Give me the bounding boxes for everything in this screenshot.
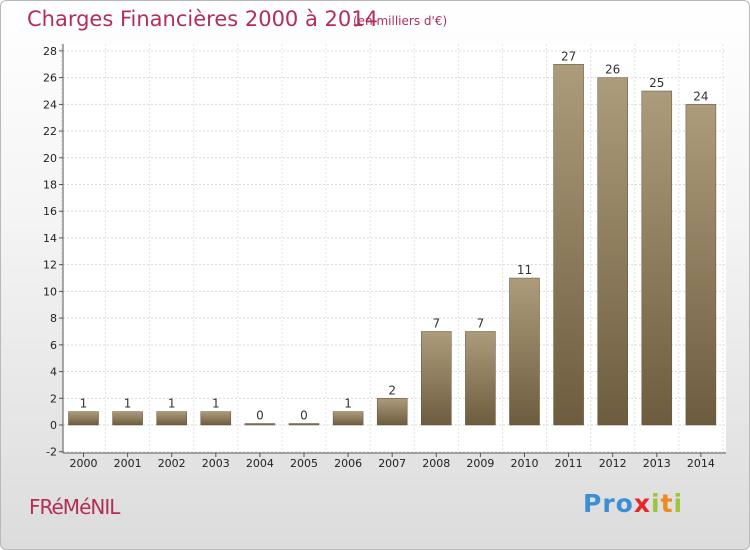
bars — [68, 64, 717, 426]
bar-2005 — [288, 423, 320, 426]
y-tick-label: 22 — [43, 125, 57, 138]
y-tick-label: 2 — [50, 392, 57, 405]
data-label-2005: 0 — [300, 409, 308, 423]
bar-2013 — [641, 90, 673, 426]
bar-2002 — [156, 411, 187, 426]
bar-2014 — [685, 104, 717, 426]
data-label-2000: 1 — [80, 397, 88, 411]
y-tick-label: 24 — [43, 98, 57, 111]
data-label-2009: 7 — [477, 316, 485, 330]
y-tick-label: 20 — [43, 152, 57, 165]
logo-letter: i — [673, 489, 684, 518]
bar-2008 — [421, 331, 452, 426]
bar-2009 — [465, 331, 496, 426]
data-label-2002: 1 — [168, 397, 176, 411]
x-tick-label-2007: 2007 — [378, 457, 406, 470]
x-tick-label-2006: 2006 — [334, 457, 362, 470]
y-tick-label: 12 — [43, 259, 57, 272]
x-tick-label-2014: 2014 — [687, 457, 715, 470]
y-tick-label: 10 — [43, 285, 57, 298]
data-label-2012: 26 — [605, 63, 620, 77]
logo-letter: P — [583, 489, 603, 518]
data-label-2001: 1 — [124, 397, 132, 411]
bar-2000 — [68, 411, 99, 426]
y-tick-label: 0 — [50, 419, 57, 432]
bar-2007 — [376, 398, 408, 426]
logo-letter: t — [660, 489, 674, 518]
chart-subtitle: (en milliers d'€) — [353, 14, 448, 28]
bar-2012 — [597, 77, 628, 426]
bar-2011 — [553, 64, 584, 426]
x-tick-label-2008: 2008 — [422, 457, 450, 470]
x-tick-label-2012: 2012 — [599, 457, 627, 470]
bar-2006 — [332, 411, 364, 426]
y-tick-label: 16 — [43, 205, 57, 218]
x-tick-label-2000: 2000 — [70, 457, 98, 470]
data-label-2011: 27 — [561, 49, 576, 63]
data-label-2008: 7 — [432, 316, 440, 330]
y-tick-label: 14 — [43, 232, 57, 245]
data-label-2013: 25 — [649, 76, 664, 90]
x-tick-label-2011: 2011 — [555, 457, 583, 470]
bar-2010 — [509, 277, 540, 426]
y-tick-label: 4 — [50, 366, 57, 379]
y-tick-label: 28 — [43, 45, 57, 58]
data-label-2004: 0 — [256, 409, 264, 423]
x-tick-label-2004: 2004 — [246, 457, 274, 470]
x-tick-label-2013: 2013 — [643, 457, 671, 470]
y-tick-label: 8 — [50, 312, 57, 325]
data-label-2010: 11 — [517, 263, 532, 277]
logo-letter: o — [615, 489, 634, 518]
logo-letter: x — [633, 489, 651, 518]
x-tick-label-2005: 2005 — [290, 457, 318, 470]
bar-2004 — [244, 423, 276, 426]
x-tick-label-2002: 2002 — [158, 457, 186, 470]
data-label-2014: 24 — [693, 89, 708, 103]
data-label-2003: 1 — [212, 397, 220, 411]
bar-2003 — [200, 411, 232, 426]
logo-letter: r — [602, 489, 616, 518]
x-tick-label-2009: 2009 — [466, 457, 494, 470]
x-tick-label-2010: 2010 — [511, 457, 539, 470]
y-tick-label: -2 — [46, 446, 57, 459]
y-tick-label: 6 — [50, 339, 57, 352]
chart-title: Charges Financières 2000 à 2014 — [27, 7, 378, 31]
commune-name: FRéMéNIL — [29, 495, 120, 519]
logo-letter: i — [651, 489, 661, 518]
y-tick-label: 18 — [43, 179, 57, 192]
x-tick-label-2003: 2003 — [202, 457, 230, 470]
x-tick-label-2001: 2001 — [114, 457, 142, 470]
data-label-2007: 2 — [388, 383, 396, 397]
y-tick-label: 26 — [43, 72, 57, 85]
proxiti-logo: Proxiti — [583, 489, 683, 518]
data-label-2006: 1 — [344, 397, 352, 411]
bar-2001 — [112, 411, 143, 426]
